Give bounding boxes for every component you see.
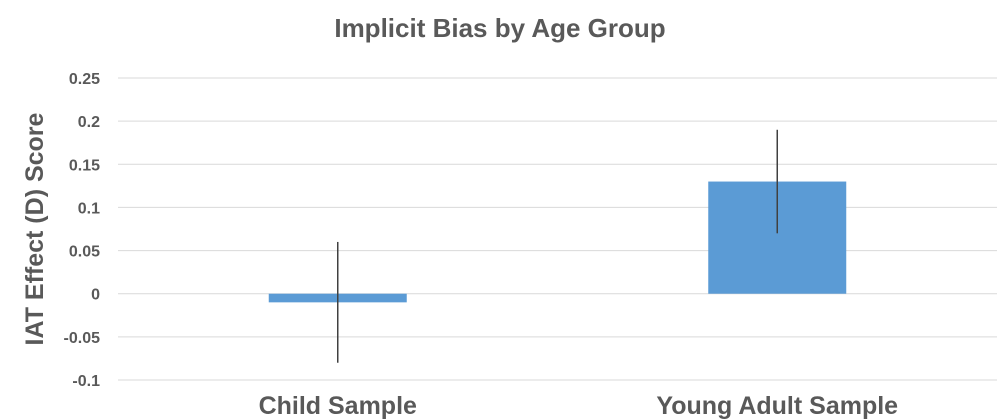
y-axis-ticks: -0.1 -0.05 0 0.05 0.1 0.15 0.2 0.25 xyxy=(64,71,101,390)
y-tick-label: 0 xyxy=(91,287,100,304)
y-axis-label: IAT Effect (D) Score xyxy=(21,112,49,345)
y-tick-label: 0.05 xyxy=(69,244,100,261)
bars xyxy=(268,181,847,303)
y-tick-label: 0.2 xyxy=(78,114,100,131)
y-tick-label: 0.1 xyxy=(78,200,100,217)
gridlines xyxy=(118,77,997,381)
x-tick-label: Child Sample xyxy=(259,392,417,420)
y-tick-label: 0.15 xyxy=(69,157,100,174)
chart-title: Implicit Bias by Age Group xyxy=(334,13,665,43)
x-axis-ticks: Child Sample Young Adult Sample xyxy=(259,392,899,420)
y-tick-label: -0.1 xyxy=(72,373,100,390)
error-bars xyxy=(337,129,778,363)
x-tick-label: Young Adult Sample xyxy=(656,392,898,420)
y-tick-label: 0.25 xyxy=(69,71,100,88)
y-tick-label: -0.05 xyxy=(64,330,101,347)
